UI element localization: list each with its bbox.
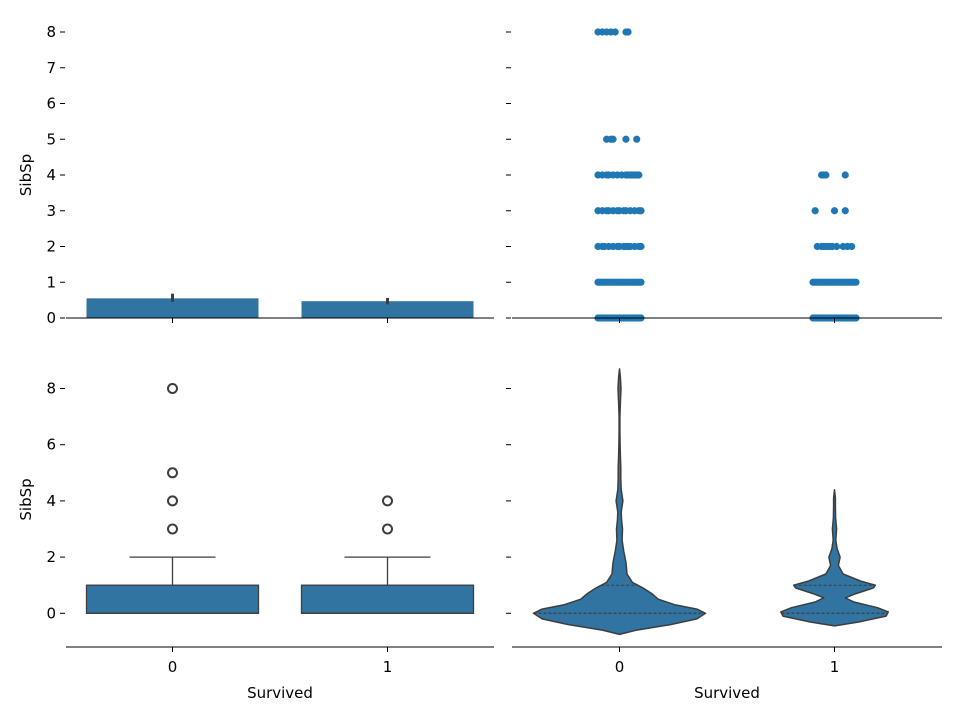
y-tick-label: 0 bbox=[46, 604, 56, 622]
strip-point bbox=[841, 207, 849, 215]
y-tick-label: 3 bbox=[46, 202, 56, 220]
y-axis-label: SibSp bbox=[17, 478, 35, 520]
panel-bar: 0 1 2 3 4 5 6 7 8 SibSp bbox=[17, 23, 494, 327]
y-axis-label: SibSp bbox=[17, 154, 35, 196]
strip-point bbox=[624, 28, 632, 36]
strip-point bbox=[811, 207, 819, 215]
strip-point bbox=[609, 135, 617, 143]
strip-point bbox=[852, 278, 860, 286]
y-axis-ticks: 0 1 2 3 4 5 6 7 8 bbox=[46, 23, 65, 327]
strip-point bbox=[633, 135, 641, 143]
y-axis-ticks bbox=[506, 388, 511, 614]
x-axis-label: Survived bbox=[247, 684, 313, 702]
x-tick-label: 0 bbox=[615, 658, 625, 676]
y-tick-label: 6 bbox=[46, 436, 56, 454]
y-tick-label: 6 bbox=[46, 95, 56, 113]
box-marks bbox=[85, 383, 475, 614]
outlier-point bbox=[167, 523, 178, 535]
outlier-point bbox=[382, 495, 393, 507]
y-tick-label: 5 bbox=[46, 130, 56, 148]
y-tick-label: 4 bbox=[46, 166, 56, 184]
strip-point bbox=[833, 242, 841, 251]
violin-marks bbox=[532, 368, 890, 636]
y-tick-label: 2 bbox=[46, 238, 56, 256]
strip-point bbox=[822, 171, 830, 179]
x-tick-label: 1 bbox=[830, 658, 840, 676]
outlier-point bbox=[382, 523, 393, 535]
strip-point bbox=[841, 171, 849, 179]
strip-point bbox=[830, 207, 839, 215]
x-axis-ticks bbox=[172, 318, 388, 323]
y-tick-label: 7 bbox=[46, 59, 56, 77]
y-tick-label: 8 bbox=[46, 380, 56, 398]
strip-point bbox=[635, 171, 643, 179]
strip-point bbox=[637, 278, 645, 286]
x-tick-label: 0 bbox=[168, 658, 178, 676]
strip-point bbox=[637, 242, 645, 251]
strip-point bbox=[622, 135, 630, 143]
x-tick-label: 1 bbox=[383, 658, 393, 676]
y-tick-label: 0 bbox=[46, 309, 56, 327]
box bbox=[300, 584, 475, 614]
outlier-point bbox=[167, 383, 178, 395]
y-axis-ticks bbox=[506, 31, 511, 319]
violin-body bbox=[780, 488, 890, 627]
outlier-point bbox=[167, 495, 178, 507]
bar-marks bbox=[86, 293, 474, 318]
y-tick-label: 2 bbox=[46, 548, 56, 566]
x-axis-label: Survived bbox=[694, 684, 760, 702]
y-tick-label: 8 bbox=[46, 23, 56, 41]
strip-point bbox=[637, 207, 645, 215]
y-tick-label: 1 bbox=[46, 273, 56, 291]
strip-point bbox=[611, 28, 619, 36]
x-axis-ticks bbox=[619, 318, 835, 323]
bar bbox=[301, 301, 474, 318]
violin-body bbox=[532, 368, 707, 636]
y-axis-ticks: 0 2 4 6 8 bbox=[46, 380, 65, 622]
bar bbox=[86, 298, 259, 318]
panel-strip bbox=[506, 28, 942, 323]
y-tick-label: 4 bbox=[46, 492, 56, 510]
outlier-point bbox=[167, 467, 178, 479]
box bbox=[85, 584, 260, 614]
strip-point bbox=[848, 242, 856, 251]
